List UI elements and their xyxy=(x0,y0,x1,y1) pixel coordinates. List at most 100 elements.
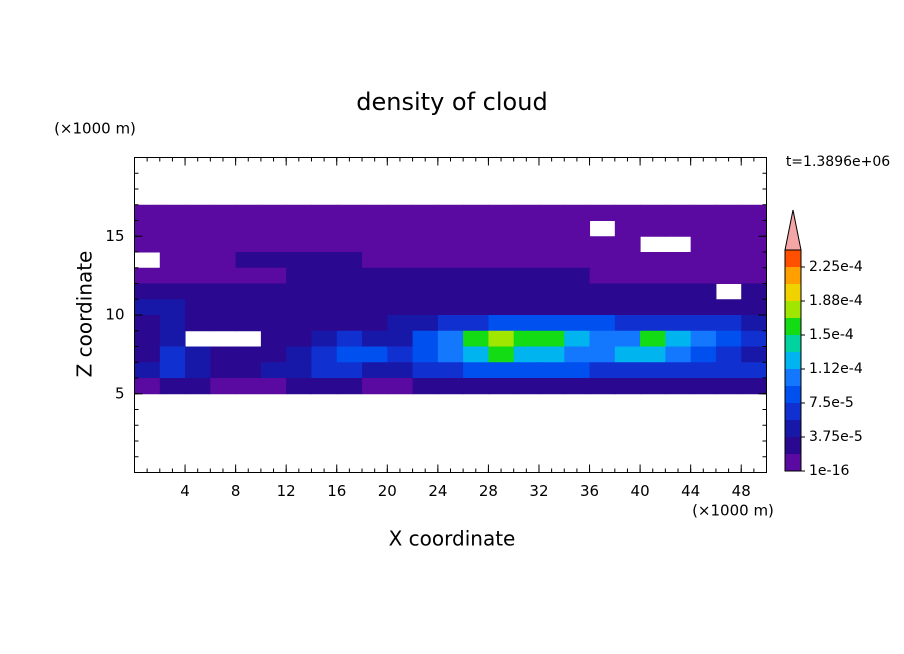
x-tick-label: 24 xyxy=(428,482,447,500)
contour-cell xyxy=(437,204,464,221)
contour-cell xyxy=(437,220,464,237)
contour-cell xyxy=(538,299,565,316)
colorbar-tick-label: 1.88e-4 xyxy=(809,293,863,309)
contour-cell xyxy=(235,362,262,379)
contour-cell xyxy=(690,283,717,300)
contour-cell xyxy=(336,346,363,363)
contour-cell xyxy=(437,362,464,379)
colorbar-tick-label: 1e-16 xyxy=(809,463,849,479)
contour-cell xyxy=(513,204,540,221)
contour-cell xyxy=(210,346,237,363)
contour-cell xyxy=(387,267,414,284)
contour-cell xyxy=(134,220,161,237)
contour-cell xyxy=(235,267,262,284)
contour-cell xyxy=(260,220,287,237)
contour-cell xyxy=(640,346,666,363)
contour-cell xyxy=(185,204,211,221)
contour-cell xyxy=(159,204,186,221)
contour-cell xyxy=(311,299,338,316)
contour-cell xyxy=(387,252,414,269)
contour-cell xyxy=(463,252,489,269)
x-tick-label: 12 xyxy=(277,482,296,500)
contour-cell xyxy=(741,204,767,221)
contour-cell xyxy=(311,236,338,253)
contour-cell xyxy=(715,378,742,395)
contour-cell xyxy=(741,252,767,269)
time-annotation: t=1.3896e+06 xyxy=(786,154,890,170)
contour-cell xyxy=(614,330,641,347)
contour-cell xyxy=(640,330,666,347)
contour-cell xyxy=(210,362,237,379)
contour-cell xyxy=(463,315,489,332)
contour-cell xyxy=(614,378,641,395)
contour-cell xyxy=(260,252,287,269)
contour-cell xyxy=(210,252,237,269)
contour-cell xyxy=(741,346,767,363)
contour-cell xyxy=(463,378,489,395)
contour-cell xyxy=(741,220,767,237)
contour-cell xyxy=(286,315,312,332)
contour-cell xyxy=(412,330,439,347)
contour-cell xyxy=(134,283,161,300)
contour-cell xyxy=(715,204,742,221)
x-tick-label: 40 xyxy=(631,482,650,500)
contour-cell xyxy=(437,378,464,395)
contour-cell xyxy=(387,330,414,347)
contour-cell xyxy=(741,378,767,395)
contour-cell xyxy=(589,362,616,379)
contour-cell xyxy=(336,283,363,300)
y-tick-label: 5 xyxy=(115,384,125,402)
contour-cell xyxy=(564,252,591,269)
contour-cell xyxy=(538,346,565,363)
y-axis-label: Z coordinate xyxy=(73,251,97,378)
contour-cell xyxy=(311,252,338,269)
contour-cell xyxy=(286,299,312,316)
contour-cell xyxy=(640,378,666,395)
contour-cell xyxy=(715,220,742,237)
contour-cell xyxy=(336,330,363,347)
contour-cell xyxy=(412,299,439,316)
contour-cell xyxy=(235,236,262,253)
colorbar-band xyxy=(785,284,801,301)
contour-cell xyxy=(589,299,616,316)
contour-cell xyxy=(311,220,338,237)
contour-cell xyxy=(513,252,540,269)
contour-cell xyxy=(715,236,742,253)
contour-cell xyxy=(665,315,692,332)
contour-cell xyxy=(286,267,312,284)
contour-cell xyxy=(463,299,489,316)
contour-cell xyxy=(741,299,767,316)
contour-cell xyxy=(640,362,666,379)
contour-cell xyxy=(463,236,489,253)
contour-cell xyxy=(538,378,565,395)
contour-cell xyxy=(412,204,439,221)
contour-cell xyxy=(488,220,515,237)
contour-cell xyxy=(412,267,439,284)
contour-cell xyxy=(463,204,489,221)
contour-cell xyxy=(665,204,692,221)
contour-cell xyxy=(715,252,742,269)
contour-cell xyxy=(665,283,692,300)
contour-cell xyxy=(488,362,515,379)
contour-cell xyxy=(159,330,186,347)
contour-cell xyxy=(564,267,591,284)
contour-cell xyxy=(513,330,540,347)
contour-cell xyxy=(538,315,565,332)
contour-cell xyxy=(665,330,692,347)
contour-cell xyxy=(286,236,312,253)
contour-cell xyxy=(513,315,540,332)
contour-cell xyxy=(159,220,186,237)
contour-cell xyxy=(260,378,287,395)
contour-cell xyxy=(362,362,388,379)
contour-cell xyxy=(614,346,641,363)
contour-cell xyxy=(362,299,388,316)
x-tick-label: 4 xyxy=(180,482,190,500)
contour-cell xyxy=(210,315,237,332)
contour-cell xyxy=(463,283,489,300)
contour-cell xyxy=(286,220,312,237)
contour-cell xyxy=(134,299,161,316)
contour-cell xyxy=(665,378,692,395)
contour-cell xyxy=(589,378,616,395)
contour-cell xyxy=(235,220,262,237)
x-tick-label: 44 xyxy=(681,482,700,500)
